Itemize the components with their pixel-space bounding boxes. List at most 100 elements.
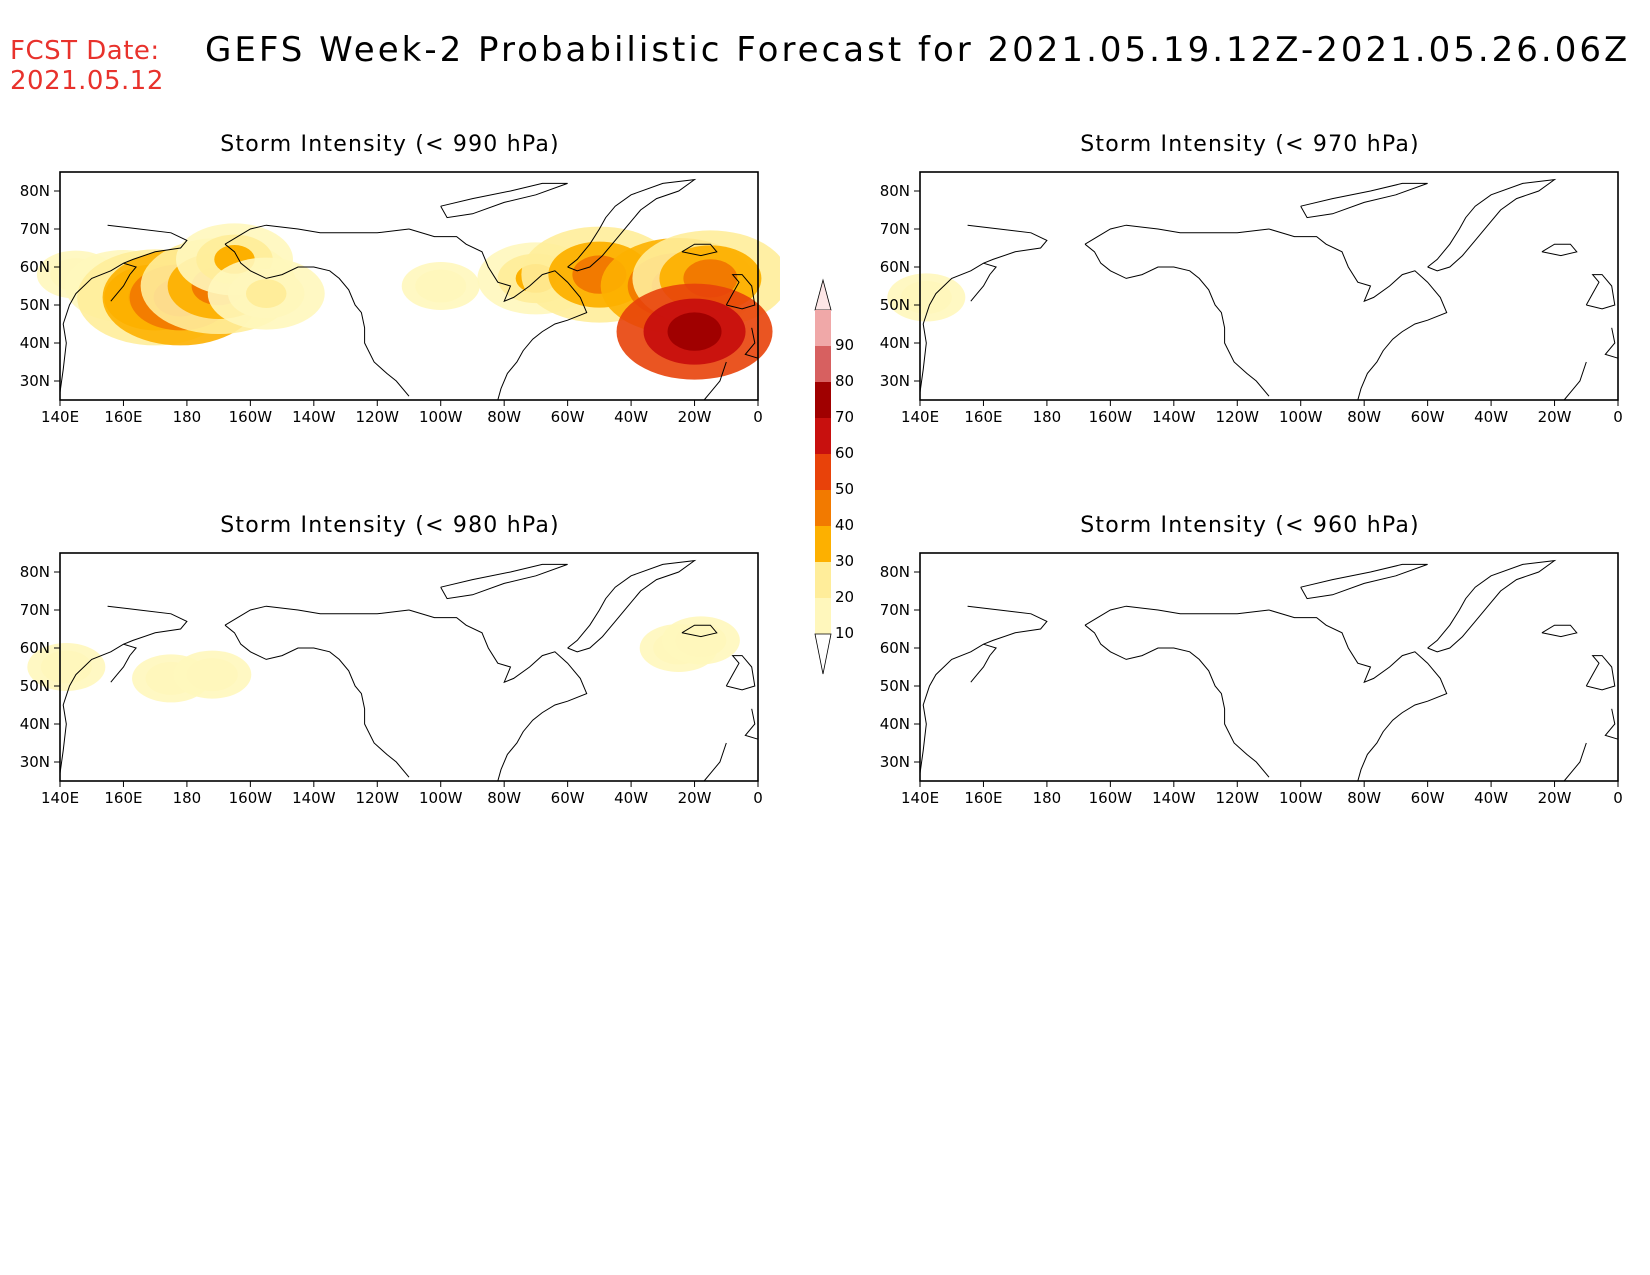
coastline: [725, 655, 756, 691]
coastline: [1427, 178, 1557, 272]
map-frame: [919, 171, 1619, 401]
panel-960hpa: Storm Intensity (< 960 hPa) 140E 160E 180 1…: [860, 513, 1640, 843]
colorbar-level-label: 20: [835, 588, 854, 606]
lon-tick-label: 60W: [1411, 408, 1445, 424]
coastlines: [919, 178, 1619, 401]
prob-core: [687, 630, 715, 650]
lon-tick-label: 160W: [229, 408, 273, 424]
coastline: [1300, 563, 1428, 600]
lon-tick-label: 140W: [1152, 789, 1196, 805]
lat-tick-label: 80N: [880, 182, 910, 200]
lon-tick-label: 80W: [487, 789, 521, 805]
lon-tick-label: 100W: [1279, 789, 1323, 805]
coastline: [110, 262, 137, 302]
lon-tick-label: 0: [1613, 408, 1623, 424]
lon-tick-label: 40W: [1474, 408, 1508, 424]
lon-tick-label: 0: [1613, 789, 1623, 805]
lat-tick-label: 50N: [20, 677, 50, 695]
panel-980hpa: Storm Intensity (< 980 hPa) 140E 160E 180 1…: [0, 513, 780, 843]
coastline: [1563, 361, 1587, 401]
lat-tick-label: 80N: [20, 563, 50, 581]
lon-tick-label: 140E: [901, 408, 939, 424]
colorbar-swatch: [815, 490, 831, 526]
coastline: [1084, 624, 1270, 778]
lon-tick-label: 140E: [41, 408, 79, 424]
panel-970hpa: Storm Intensity (< 970 hPa) 140E 160E 180 1…: [860, 132, 1640, 462]
colorbar-level-label: 30: [835, 552, 854, 570]
lon-tick-label: 20W: [1538, 408, 1572, 424]
lat-tick-label: 30N: [20, 753, 50, 771]
map-960hpa: 140E 160E 180 160W 140W 120W 100W 80W 60W 40W 20W 0…: [880, 552, 1623, 805]
lat-tick-label: 30N: [20, 372, 50, 390]
coastline: [1585, 655, 1616, 691]
lon-tick-label: 60W: [551, 408, 585, 424]
lat-tick-label: 50N: [880, 677, 910, 695]
probability-fields: [36, 223, 780, 380]
coastline: [1268, 609, 1448, 782]
lon-tick-label: 20W: [678, 408, 712, 424]
coastline: [408, 228, 588, 401]
colorbar-level-label: 90: [835, 336, 854, 354]
colorbar-swatch: [815, 418, 831, 454]
panel-title: Storm Intensity (< 980 hPa): [220, 513, 560, 538]
lon-tick-label: 40W: [614, 789, 648, 805]
lat-tick-label: 80N: [20, 182, 50, 200]
lon-tick-label: 140W: [292, 408, 336, 424]
coastline: [1300, 182, 1428, 219]
lon-tick-label: 40W: [1474, 789, 1508, 805]
forecast-date-label: FCST Date:: [10, 36, 160, 66]
colorbar-swatch: [815, 598, 831, 634]
prob-core: [52, 657, 80, 677]
coastlines: [59, 178, 759, 401]
colorbar-top-arrow: [814, 278, 832, 311]
coastline: [567, 559, 697, 653]
coastline: [440, 182, 568, 219]
coastline: [59, 605, 188, 774]
lon-tick-label: 60W: [1411, 789, 1445, 805]
lon-tick-label: 120W: [1216, 408, 1260, 424]
coastline: [1084, 605, 1270, 626]
colorbar-level-label: 40: [835, 516, 854, 534]
coastline: [919, 605, 1048, 774]
colorbar-swatch: [815, 454, 831, 490]
lon-tick-label: 160E: [104, 408, 142, 424]
lon-tick-label: 180: [173, 408, 202, 424]
coastline: [681, 243, 718, 257]
lon-tick-label: 160E: [964, 789, 1002, 805]
lon-tick-label: 80W: [1347, 408, 1381, 424]
colorbar-swatch: [815, 382, 831, 418]
coastline: [1268, 228, 1448, 401]
prob-core: [912, 287, 940, 307]
lat-tick-label: 30N: [880, 753, 910, 771]
lat-tick-label: 60N: [880, 258, 910, 276]
coastline: [1427, 559, 1557, 653]
lat-tick-label: 40N: [880, 715, 910, 733]
forecast-date-value: 2021.05.12: [10, 66, 164, 96]
lon-tick-label: 60W: [551, 789, 585, 805]
forecast-date: FCST Date: 2021.05.12: [10, 36, 164, 96]
lon-tick-label: 0: [753, 408, 763, 424]
lon-tick-label: 160W: [1089, 789, 1133, 805]
lat-tick-label: 50N: [880, 296, 910, 314]
lat-tick-label: 50N: [20, 296, 50, 314]
lon-tick-label: 140E: [41, 789, 79, 805]
lon-tick-label: 160E: [104, 789, 142, 805]
coastline: [440, 563, 568, 600]
lat-tick-label: 60N: [20, 258, 50, 276]
main-title: GEFS Week-2 Probabilistic Forecast for 2…: [205, 30, 1631, 70]
lat-tick-label: 70N: [880, 601, 910, 619]
lat-tick-label: 70N: [20, 220, 50, 238]
coastline: [970, 643, 997, 683]
coastline: [970, 262, 997, 302]
panel-title: Storm Intensity (< 970 hPa): [1080, 132, 1420, 157]
colorbar-level-label: 60: [835, 444, 854, 462]
lon-tick-label: 180: [1033, 408, 1062, 424]
map-area: [920, 553, 1618, 781]
colorbar: 10 20 30 40 50 60 70 80 90: [814, 278, 854, 675]
lon-tick-label: 140E: [901, 789, 939, 805]
lon-tick-label: 80W: [487, 408, 521, 424]
lat-tick-label: 30N: [880, 372, 910, 390]
panel-title: Storm Intensity (< 990 hPa): [220, 132, 560, 157]
lon-tick-label: 120W: [356, 789, 400, 805]
lat-tick-label: 60N: [880, 639, 910, 657]
